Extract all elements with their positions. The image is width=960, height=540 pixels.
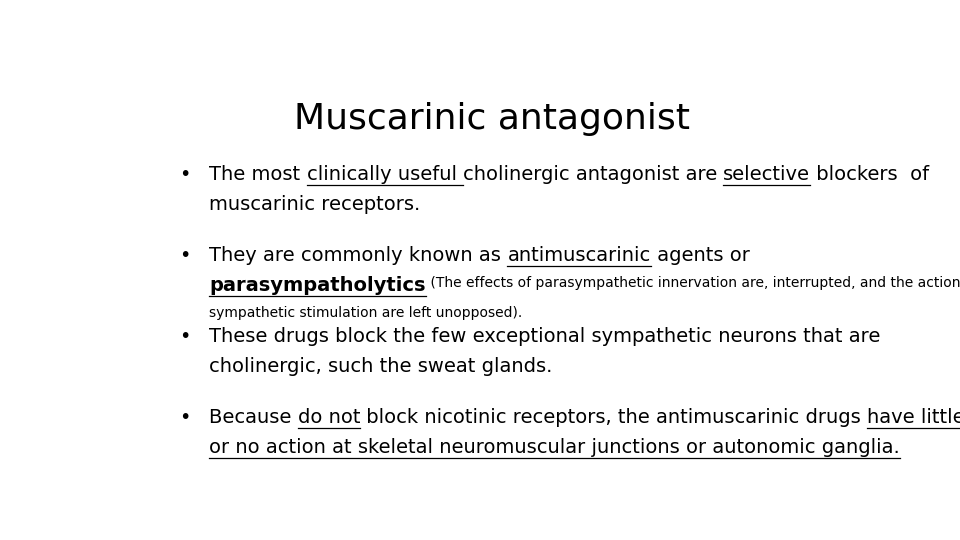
- Text: •: •: [180, 165, 191, 184]
- Text: block nicotinic receptors, the antimuscarinic drugs: block nicotinic receptors, the antimusca…: [360, 408, 868, 427]
- Text: sympathetic stimulation are left unopposed).: sympathetic stimulation are left unoppos…: [209, 306, 522, 320]
- Text: cholinergic, such the sweat glands.: cholinergic, such the sweat glands.: [209, 357, 553, 376]
- Text: agents or: agents or: [651, 246, 750, 265]
- Text: selective: selective: [724, 165, 810, 184]
- Text: cholinergic antagonist are: cholinergic antagonist are: [463, 165, 724, 184]
- Text: blockers  of: blockers of: [810, 165, 929, 184]
- Text: do not: do not: [298, 408, 360, 427]
- Text: or no action at skeletal neuromuscular junctions or autonomic ganglia.: or no action at skeletal neuromuscular j…: [209, 438, 900, 457]
- Text: Muscarinic antagonist: Muscarinic antagonist: [294, 102, 690, 136]
- Text: They are commonly known as: They are commonly known as: [209, 246, 508, 265]
- Text: •: •: [180, 327, 191, 346]
- Text: have little: have little: [868, 408, 960, 427]
- Text: (The effects of parasympathetic innervation are, interrupted, and the actions of: (The effects of parasympathetic innervat…: [426, 275, 960, 289]
- Text: The most: The most: [209, 165, 306, 184]
- Text: clinically useful: clinically useful: [306, 165, 463, 184]
- Text: •: •: [180, 408, 191, 427]
- Text: Because: Because: [209, 408, 298, 427]
- Text: muscarinic receptors.: muscarinic receptors.: [209, 194, 420, 213]
- Text: antimuscarinic: antimuscarinic: [508, 246, 651, 265]
- Text: •: •: [180, 246, 191, 265]
- Text: These drugs block the few exceptional sympathetic neurons that are: These drugs block the few exceptional sy…: [209, 327, 880, 346]
- Text: parasympatholytics: parasympatholytics: [209, 275, 426, 295]
